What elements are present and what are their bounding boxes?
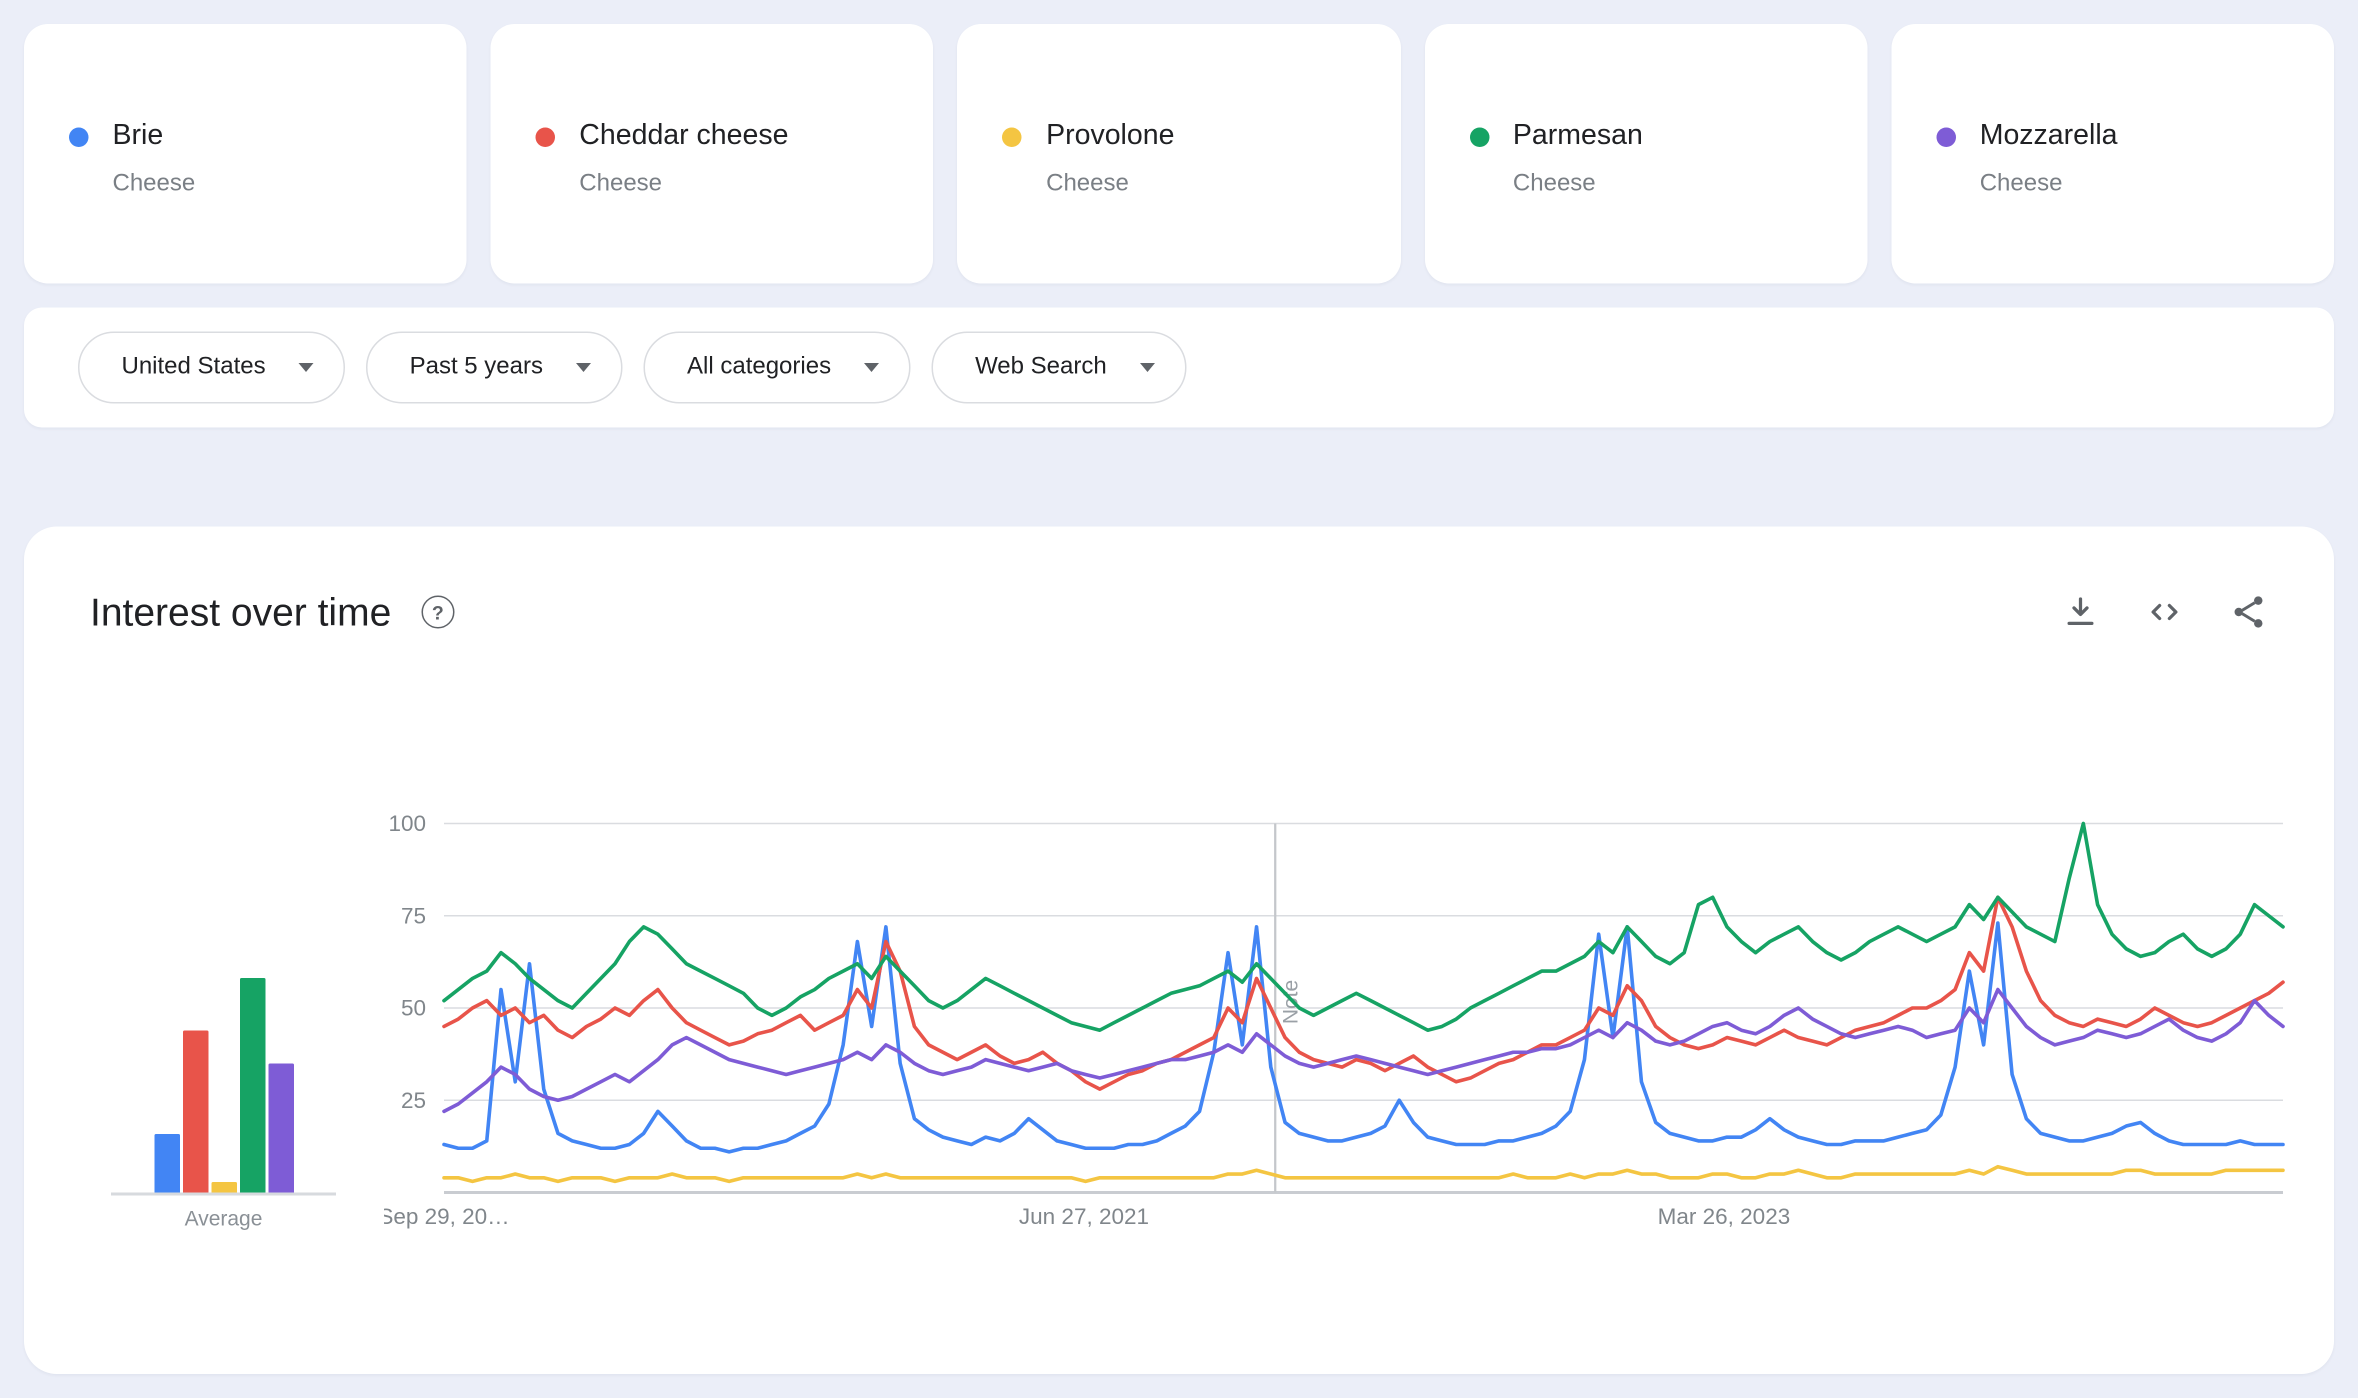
trend-line-chart[interactable]: 25 50 75 100 Note Sep 29, 20… Jun 27, 2021 Mar … xyxy=(384,815,2289,1232)
download-icon xyxy=(2067,597,2094,625)
term-legend-dot-icon xyxy=(1002,126,1023,147)
y-axis-tick-label: 25 xyxy=(401,1088,426,1113)
term-head: Provolone xyxy=(1002,120,1386,153)
share-icon xyxy=(2234,596,2263,628)
dropdown-caret-icon xyxy=(864,363,880,372)
filter-bar: United States Past 5 years All categorie… xyxy=(24,307,2334,428)
category-filter-label: All categories xyxy=(687,354,832,380)
chart-area: Average 25 50 75 100 Note Sep 29, 20… Jun 27, … xyxy=(90,815,2285,1232)
average-bar-provolone xyxy=(210,1182,237,1193)
region-filter-label: United States xyxy=(121,354,266,380)
term-card-mozzarella[interactable]: Mozzarella Cheese xyxy=(1891,24,2335,284)
term-head: Brie xyxy=(69,120,452,153)
embed-button[interactable] xyxy=(2145,593,2184,632)
embed-icon xyxy=(2151,603,2178,621)
search-type-filter[interactable]: Web Search xyxy=(931,331,1187,404)
x-axis-tick-label: Mar 26, 2023 xyxy=(1658,1204,1791,1229)
dropdown-caret-icon xyxy=(298,363,314,372)
dropdown-caret-icon xyxy=(1139,363,1155,372)
term-subtitle: Cheese xyxy=(1512,171,1596,197)
download-button[interactable] xyxy=(2061,593,2100,632)
interest-over-time-panel: Interest over time ? xyxy=(24,526,2334,1374)
average-bar-brie xyxy=(153,1134,180,1193)
average-bar-mozzarella xyxy=(267,1063,294,1193)
y-axis-tick-label: 100 xyxy=(388,815,426,837)
time-range-filter-label: Past 5 years xyxy=(409,354,543,380)
panel-header: Interest over time ? xyxy=(90,587,2268,638)
series-line-cheddar-cheese xyxy=(442,895,2285,1091)
term-legend-dot-icon xyxy=(1469,126,1489,147)
category-filter[interactable]: All categories xyxy=(643,331,911,404)
term-card-provolone[interactable]: Provolone Cheese xyxy=(957,24,1401,284)
average-bar-parmesan xyxy=(239,978,265,1193)
term-head: Parmesan xyxy=(1469,120,1852,153)
term-label: Parmesan xyxy=(1512,120,1643,152)
series-line-provolone xyxy=(442,1164,2285,1184)
term-subtitle: Cheese xyxy=(579,171,663,197)
term-label: Brie xyxy=(112,120,164,152)
term-subtitle: Cheese xyxy=(1979,171,2063,197)
term-card-cheddar-cheese[interactable]: Cheddar cheese Cheese xyxy=(490,24,934,284)
term-legend-dot-icon xyxy=(1936,126,1956,147)
term-subtitle: Cheese xyxy=(112,171,196,197)
help-icon[interactable]: ? xyxy=(421,595,455,629)
y-axis-tick-label: 75 xyxy=(401,903,426,928)
panel-actions xyxy=(2061,593,2268,632)
series-line-brie xyxy=(442,921,2285,1154)
share-button[interactable] xyxy=(2229,593,2268,632)
region-filter[interactable]: United States xyxy=(78,331,346,404)
x-axis-tick-label: Sep 29, 20… xyxy=(384,1204,510,1229)
average-bar-chart: Average xyxy=(111,824,336,1232)
panel-title: Interest over time xyxy=(90,588,392,634)
term-head: Cheddar cheese xyxy=(535,120,919,153)
x-axis-tick-label: Jun 27, 2021 xyxy=(1019,1204,1149,1229)
term-card-brie[interactable]: Brie Cheese xyxy=(24,24,467,284)
term-label: Cheddar cheese xyxy=(579,120,789,152)
term-card-parmesan[interactable]: Parmesan Cheese xyxy=(1424,24,1868,284)
term-legend-dot-icon xyxy=(535,126,556,147)
term-subtitle: Cheese xyxy=(1046,171,1129,197)
y-axis-tick-label: 50 xyxy=(401,996,426,1021)
term-legend-dot-icon xyxy=(69,126,89,147)
average-bar-cheddar-cheese xyxy=(182,1030,208,1193)
average-label: Average xyxy=(184,1206,263,1230)
term-head: Mozzarella xyxy=(1936,120,2319,153)
average-bars xyxy=(111,824,336,1196)
series-line-parmesan xyxy=(442,821,2285,1033)
time-range-filter[interactable]: Past 5 years xyxy=(366,331,623,404)
term-label: Provolone xyxy=(1046,120,1175,152)
search-type-filter-label: Web Search xyxy=(975,354,1107,380)
term-label: Mozzarella xyxy=(1979,120,2118,152)
series-line-mozzarella xyxy=(442,987,2285,1114)
comparison-cards: Brie Cheese Cheddar cheese Cheese Provol… xyxy=(0,0,2358,284)
dropdown-caret-icon xyxy=(576,363,591,372)
